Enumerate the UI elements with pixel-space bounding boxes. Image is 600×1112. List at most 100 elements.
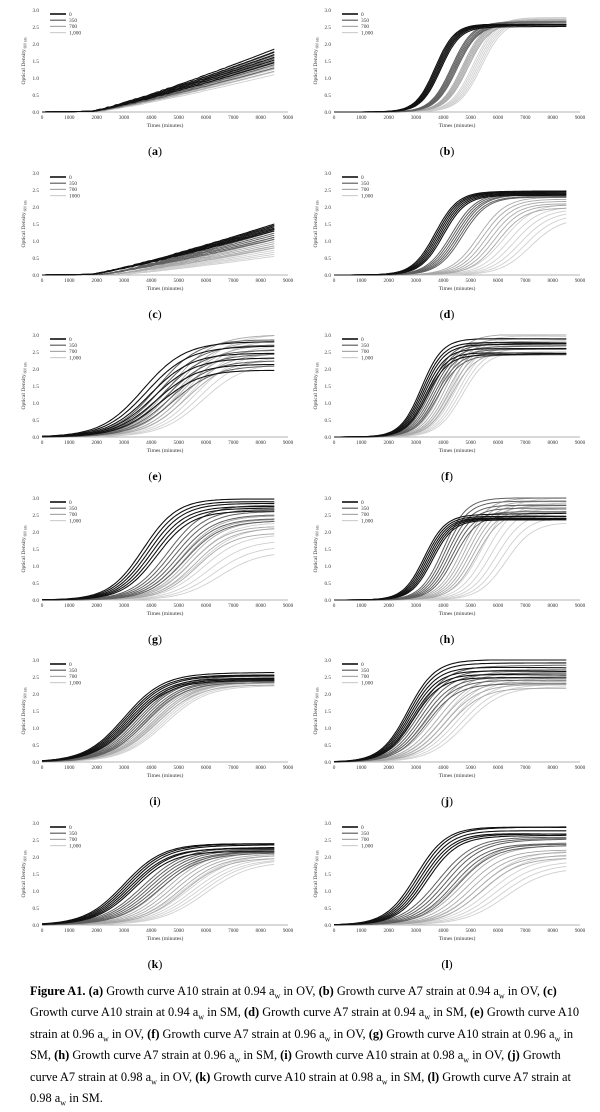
- series-line: [334, 24, 567, 113]
- x-tick-label: 2000: [383, 440, 394, 446]
- y-tick-label: 2.0: [33, 529, 40, 535]
- chart-panel: 0.0 0.5 1.0 1.5 2.0 2.5 3.0 0 1000 2000 3000 4000 50…: [10, 654, 300, 816]
- x-tick-label: 3000: [119, 115, 130, 121]
- series-line: [42, 369, 275, 438]
- series-line: [41, 842, 275, 924]
- legend-label: 700: [69, 674, 77, 680]
- y-axis-label: Optical Density 600 nm: [21, 362, 28, 409]
- legend-label: 1000: [69, 193, 80, 199]
- x-axis-label: Times (minutes): [147, 122, 184, 129]
- x-tick-label: 3000: [119, 928, 130, 934]
- x-tick-label: 1000: [356, 115, 367, 121]
- legend-label: 1,000: [361, 843, 373, 849]
- caption-text: Growth curve A10 strain at 0.98 a: [291, 1048, 464, 1063]
- series-line: [334, 25, 567, 113]
- growth-curve-chart: 0.0 0.5 1.0 1.5 2.0 2.5 3.0 0 1000 2000 3000 4000 50…: [21, 333, 294, 454]
- series-line: [41, 850, 275, 925]
- caption-letter: (k): [195, 1069, 211, 1084]
- caption-letter: (a): [88, 984, 104, 998]
- series-line: [334, 683, 567, 763]
- y-axis-label: Optical Density 600 nm: [21, 525, 28, 572]
- caption-letter: (d): [243, 1005, 260, 1020]
- y-axis-label-subscript: 600 nm: [316, 362, 320, 374]
- legend-label: 350: [69, 181, 77, 187]
- caption-subscript: w: [274, 991, 281, 1001]
- legend-label: 0: [69, 499, 72, 505]
- legend-label: 700: [361, 24, 369, 30]
- y-tick-label: 2.0: [33, 367, 40, 373]
- caption-subscript: w: [554, 1034, 561, 1044]
- x-tick-label: 5000: [173, 115, 184, 121]
- x-tick-label: 5000: [465, 928, 476, 934]
- series-line: [334, 869, 567, 925]
- y-tick-label: 2.0: [325, 692, 332, 698]
- x-tick-label: 6000: [201, 278, 212, 284]
- series-line: [334, 666, 567, 763]
- caption-text: Growth curve A7 strain at 0.96 a: [69, 1048, 235, 1063]
- x-tick-label: 8000: [547, 278, 558, 284]
- legend-label: 0: [69, 824, 72, 830]
- y-tick-label: 1.0: [325, 401, 332, 407]
- series-line: [334, 24, 567, 113]
- x-tick-label: 7000: [520, 278, 531, 284]
- y-tick-label: 1.0: [325, 563, 332, 569]
- y-tick-label: 2.5: [33, 837, 40, 843]
- y-tick-label: 1.0: [325, 76, 332, 82]
- x-tick-label: 0: [41, 765, 44, 771]
- series-line: [41, 680, 275, 762]
- y-tick-label: 0.5: [33, 743, 40, 749]
- x-tick-label: 1000: [356, 765, 367, 771]
- y-tick-label: 0.5: [325, 580, 332, 586]
- caption-letter: (h): [54, 1048, 70, 1063]
- series-line: [42, 852, 275, 925]
- x-tick-label: 7000: [520, 928, 531, 934]
- caption-body: (a) Growth curve A10 strain at 0.94 aw i…: [30, 984, 579, 1108]
- y-tick-label: 0.5: [325, 255, 332, 261]
- y-tick-label: 1.0: [33, 238, 40, 244]
- series-line: [334, 194, 567, 276]
- y-tick-label: 2.5: [33, 512, 40, 518]
- panel-letter: (e): [148, 469, 162, 483]
- x-tick-label: 7000: [520, 765, 531, 771]
- legend-label: 0: [361, 499, 364, 505]
- caption-text: in SM,: [204, 1005, 244, 1020]
- series-line: [41, 685, 275, 763]
- caption-text: in OV,: [469, 1048, 508, 1063]
- x-tick-label: 8000: [547, 765, 558, 771]
- x-tick-label: 3000: [411, 440, 422, 446]
- panel-letter: (l): [441, 956, 453, 971]
- x-tick-label: 6000: [201, 115, 212, 121]
- series-line: [334, 24, 567, 113]
- caption-subscript: w: [324, 1034, 331, 1044]
- series-line: [334, 353, 567, 438]
- y-axis-label: Optical Density 600 nm: [21, 37, 28, 84]
- series-line: [334, 834, 567, 925]
- legend-label: 1,000: [361, 355, 373, 361]
- x-tick-label: 5000: [465, 278, 476, 284]
- x-tick-label: 6000: [493, 765, 504, 771]
- growth-curve-chart: 0.0 0.5 1.0 1.5 2.0 2.5 3.0 0 1000 2000 3000 4000 50…: [21, 170, 294, 291]
- caption-text: in OV,: [108, 1026, 148, 1041]
- legend-label: 0: [361, 824, 364, 830]
- legend-label: 350: [361, 506, 369, 512]
- y-axis-label: Optical Density 600 nm: [21, 200, 28, 247]
- x-tick-label: 8000: [255, 115, 266, 121]
- series-line: [42, 51, 275, 113]
- y-tick-label: 1.0: [33, 563, 40, 569]
- series-line: [41, 365, 275, 438]
- y-tick-label: 2.0: [325, 42, 332, 48]
- chart-panel: 0.0 0.5 1.0 1.5 2.0 2.5 3.0 0 1000 2000 3000 4000 50…: [302, 329, 592, 491]
- caption-letter: (g): [368, 1026, 384, 1041]
- y-axis-label-subscript: 600 nm: [316, 200, 320, 212]
- series-line: [334, 191, 567, 275]
- y-tick-label: 2.0: [33, 854, 40, 860]
- x-tick-label: 4000: [146, 440, 157, 446]
- panel-letter: (h): [439, 631, 455, 646]
- x-tick-label: 8000: [255, 603, 266, 609]
- x-tick-label: 3000: [119, 440, 130, 446]
- series-line: [42, 520, 275, 600]
- legend-label: 1,000: [69, 518, 81, 524]
- legend-label: 0: [361, 12, 364, 18]
- x-tick-label: 5000: [173, 440, 184, 446]
- legend-label: 0: [69, 337, 72, 343]
